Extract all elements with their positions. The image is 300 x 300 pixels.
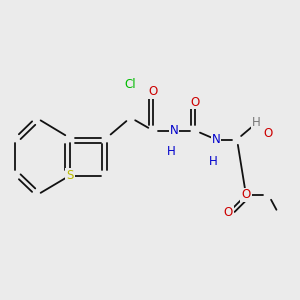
Text: H: H (167, 145, 176, 158)
Text: O: O (148, 85, 158, 98)
Text: O: O (224, 206, 232, 220)
Text: N: N (169, 124, 178, 137)
Text: O: O (264, 127, 273, 140)
Text: N: N (212, 133, 220, 146)
Text: O: O (190, 95, 200, 109)
Text: Cl: Cl (125, 77, 136, 91)
Text: H: H (252, 116, 261, 130)
Text: H: H (209, 155, 218, 168)
Text: S: S (66, 169, 74, 182)
Text: O: O (242, 188, 250, 202)
